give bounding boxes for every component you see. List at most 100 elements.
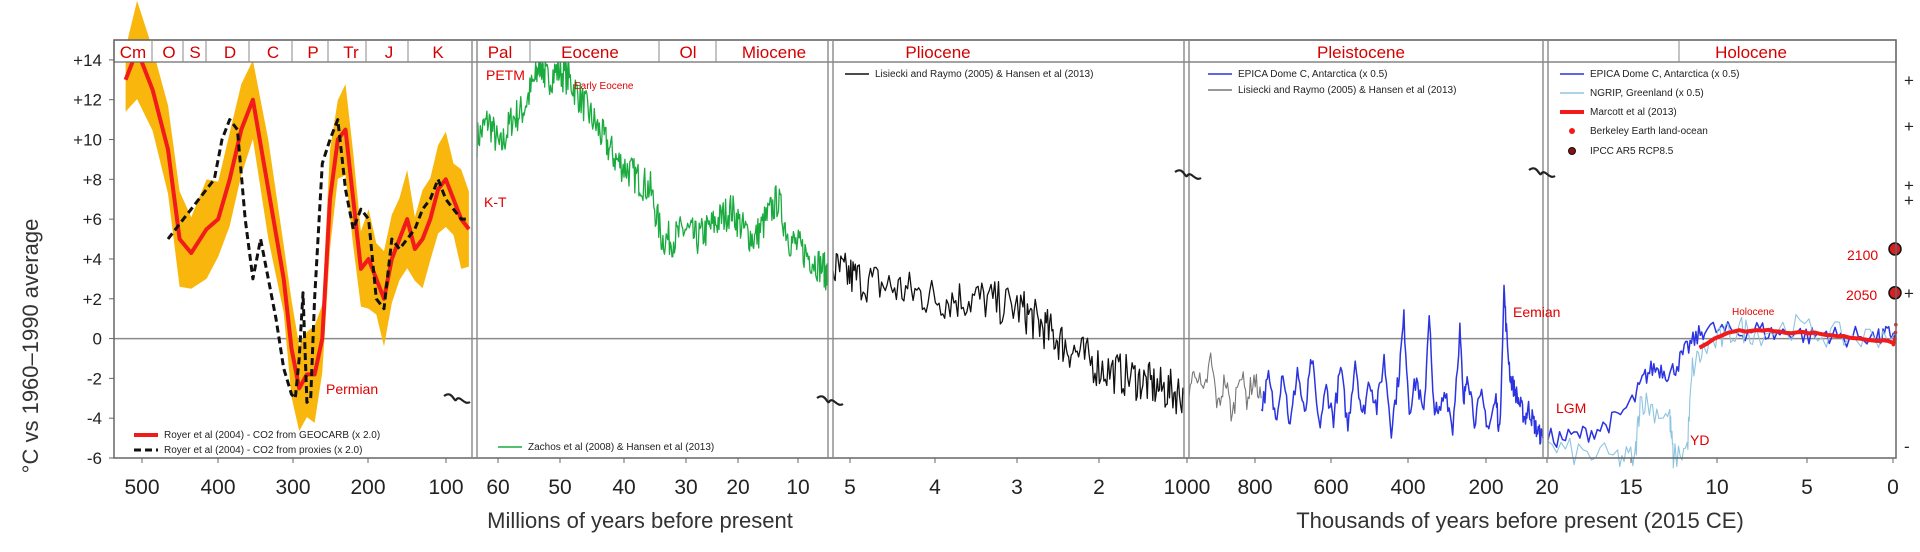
right-tick-label: +	[1904, 71, 1914, 90]
annotation-early-eocene: Early Eocene	[574, 81, 634, 92]
legend-lisiecki: Lisiecki and Raymo (2005) & Hansen et al…	[875, 69, 1093, 80]
axis-break-icon	[816, 395, 844, 406]
x-tick-label: 10	[786, 476, 809, 499]
x-tick-label: 1000	[1164, 476, 1211, 499]
period-label: S	[189, 43, 200, 62]
annotation-eemian: Eemian	[1513, 304, 1560, 320]
series-line-blue-p4	[1260, 284, 1544, 445]
rcp85-projection-point	[1888, 242, 1902, 256]
legend-epica-holocene: EPICA Dome C, Antarctica (x 0.5)	[1590, 69, 1740, 80]
x-tick-label: 400	[200, 476, 235, 499]
annotation-permian: Permian	[326, 381, 378, 397]
x-tick-label: 5	[844, 476, 856, 499]
legend-epica-pleistocene: EPICA Dome C, Antarctica (x 0.5)	[1238, 69, 1388, 80]
period-label: Pleistocene	[1317, 43, 1405, 62]
y-tick-label: +10	[73, 131, 102, 150]
y-tick-label: -4	[87, 409, 102, 428]
rcp85-projection-point	[1888, 286, 1902, 300]
axis-break-icon	[1174, 169, 1202, 180]
text-layer: Cm O S D C P Tr J K Pal Eocene Ol Miocene Pliocene Ple…	[73, 43, 1914, 499]
right-tick-label: +	[1904, 284, 1914, 303]
series-line-black-dashed-p1	[166, 118, 469, 404]
series-line-green-p2	[476, 47, 829, 291]
right-tick-label: -	[1904, 437, 1910, 456]
x-tick-label: 10	[1705, 476, 1728, 499]
series-line-black-p3	[832, 252, 1185, 415]
y-tick-label: +12	[73, 91, 102, 110]
period-label: Eocene	[561, 43, 619, 62]
axis-break-icon	[1528, 167, 1556, 178]
period-label: Miocene	[742, 43, 806, 62]
legend-marcott: Marcott et al (2013)	[1590, 107, 1677, 118]
right-tick-label: +	[1904, 191, 1914, 210]
period-label: O	[162, 43, 175, 62]
period-label: Holocene	[1715, 43, 1787, 62]
y-tick-label: +4	[83, 250, 102, 269]
x-axis-label-millions: Millions of years before present	[487, 508, 793, 533]
right-tick-label: +	[1904, 117, 1914, 136]
annotation-2050: 2050	[1846, 287, 1877, 303]
legend-berkeley: Berkeley Earth land-ocean	[1590, 126, 1708, 137]
annotation-lgm: LGM	[1556, 400, 1586, 416]
legend-berkeley-swatch	[1569, 128, 1575, 134]
x-tick-label: 300	[275, 476, 310, 499]
y-tick-label: +8	[83, 170, 102, 189]
x-tick-label: 50	[548, 476, 571, 499]
x-tick-label: 20	[726, 476, 749, 499]
legend-rcp85-swatch	[1568, 147, 1576, 155]
x-tick-label: 60	[486, 476, 509, 499]
x-tick-label: 40	[612, 476, 635, 499]
period-label: Pliocene	[905, 43, 970, 62]
series-line-gray-p4	[1188, 352, 1262, 422]
x-tick-label: 30	[674, 476, 697, 499]
period-label: K	[432, 43, 444, 62]
series-line-red-thick-p5	[1698, 327, 1894, 350]
x-tick-label: 2	[1093, 476, 1105, 499]
period-label: J	[385, 43, 394, 62]
period-label: Tr	[343, 43, 359, 62]
x-tick-label: 5	[1801, 476, 1813, 499]
x-tick-label: 400	[1390, 476, 1425, 499]
x-tick-label: 0	[1887, 476, 1899, 499]
y-tick-label: +2	[83, 290, 102, 309]
period-label: Ol	[680, 43, 697, 62]
x-tick-label: 20	[1535, 476, 1558, 499]
legend-royer-geocarb: Royer et al (2004) - CO2 from GEOCARB (x…	[164, 430, 380, 441]
plot-frame	[113, 39, 1897, 459]
period-label: D	[224, 43, 236, 62]
y-axis-label: °C vs 1960–1990 average	[18, 219, 43, 474]
legend-ngrip: NGRIP, Greenland (x 0.5)	[1590, 88, 1704, 99]
geocarb-uncertainty-band	[125, 0, 469, 432]
y-tick-label: 0	[93, 330, 102, 349]
legend-royer-proxies: Royer et al (2004) - CO2 from proxies (x…	[164, 445, 362, 456]
period-label: Pal	[488, 43, 513, 62]
x-tick-label: 800	[1237, 476, 1272, 499]
period-label: P	[307, 43, 318, 62]
period-label: C	[267, 43, 279, 62]
x-tick-label: 600	[1313, 476, 1348, 499]
uncertainty-band-layer	[125, 0, 469, 432]
x-tick-label: 200	[350, 476, 385, 499]
frame-layer	[109, 39, 1897, 463]
right-tick-label: +	[1904, 176, 1914, 195]
annotation-holocene: Holocene	[1732, 307, 1775, 318]
axis-break-icon	[443, 393, 471, 404]
y-tick-label: +6	[83, 210, 102, 229]
legend-zachos: Zachos et al (2008) & Hansen et al (2013…	[528, 442, 714, 453]
series-line-lightblue-p5	[1547, 314, 1897, 469]
annotation-petm: PETM	[486, 67, 525, 83]
x-tick-label: 4	[929, 476, 941, 499]
x-tick-label: 200	[1468, 476, 1503, 499]
annotation-2100: 2100	[1847, 247, 1878, 263]
x-tick-label: 500	[124, 476, 159, 499]
annotation-k-t: K-T	[484, 194, 507, 210]
series-line-blue-p5	[1547, 321, 1897, 448]
x-tick-label: 3	[1011, 476, 1023, 499]
series-layer	[123, 47, 1902, 469]
x-axis-label-thousands: Thousands of years before present (2015 …	[1296, 508, 1744, 533]
series-line-red-solid-p1	[123, 48, 471, 391]
y-tick-label: +14	[73, 51, 102, 70]
legend-lisiecki-pleistocene: Lisiecki and Raymo (2005) & Hansen et al…	[1238, 85, 1456, 96]
x-tick-label: 15	[1619, 476, 1642, 499]
